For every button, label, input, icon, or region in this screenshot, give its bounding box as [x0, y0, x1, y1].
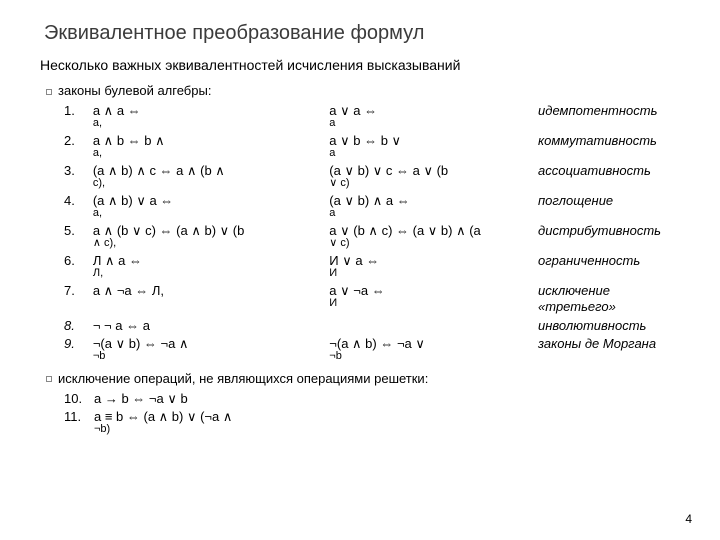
page-title: Эквивалентное преобразование формул: [44, 22, 690, 45]
rules-table: 1. a ∧ a ⇔a, a ∨ a ⇔a идемпотентность 2.…: [64, 102, 690, 365]
rules-table-2: 10. a → b ⇔ ¬a ∨ b 11. a ≡ b ⇔ (a ∧ b) ∨…: [64, 390, 348, 438]
page-number: 4: [685, 512, 692, 526]
rule-name: идемпотентность: [538, 102, 690, 132]
section-exclude-ops: исключение операций, не являющихся опера…: [46, 371, 690, 386]
rule-right: a ∨ a ⇔a: [329, 102, 538, 132]
rule-left: a ∧ a ⇔a,: [93, 102, 329, 132]
section-boolean-laws: законы булевой алгебры:: [46, 83, 690, 98]
rule-num: 1.: [64, 102, 93, 132]
subtitle: Несколько важных эквивалентностей исчисл…: [40, 57, 690, 73]
